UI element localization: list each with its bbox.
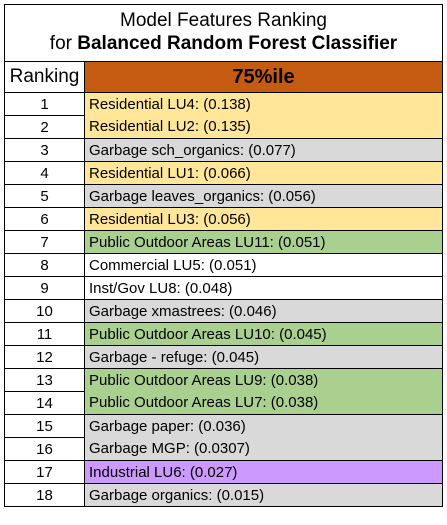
- feature-cell: Public Outdoor Areas LU11: (0.051): [84, 230, 443, 254]
- table-row: 10 Garbage xmastrees: (0.046): [4, 299, 443, 323]
- title-line-1: Model Features Ranking: [120, 10, 327, 31]
- table-row: 7 Public Outdoor Areas LU11: (0.051): [4, 230, 443, 254]
- rank-cell: 15: [4, 414, 85, 438]
- rank-cell: 14: [4, 391, 85, 415]
- feature-cell: Public Outdoor Areas LU9: (0.038): [84, 368, 443, 392]
- rank-cell: 5: [4, 184, 85, 208]
- rank-cell: 8: [4, 253, 85, 277]
- classifier-name: Balanced Random Forest Classifier: [77, 33, 398, 54]
- rank-cell: 2: [4, 115, 85, 139]
- rank-cell: 3: [4, 138, 85, 162]
- feature-cell: Public Outdoor Areas LU7: (0.038): [84, 391, 443, 415]
- rank-cell: 16: [4, 437, 85, 461]
- ranking-header: Ranking: [4, 61, 85, 93]
- title-line-2-prefix: for: [49, 33, 78, 54]
- table-row: 16 Garbage MGP: (0.0307): [4, 437, 443, 461]
- feature-cell: Garbage MGP: (0.0307): [84, 437, 443, 461]
- table-row: 1 Residential LU4: (0.138): [4, 92, 443, 116]
- table-row: 14 Public Outdoor Areas LU7: (0.038): [4, 391, 443, 415]
- rank-cell: 9: [4, 276, 85, 300]
- feature-cell: Garbage sch_organics: (0.077): [84, 138, 443, 162]
- rank-cell: 10: [4, 299, 85, 323]
- table-row: 6 Residential LU3: (0.056): [4, 207, 443, 231]
- feature-cell: Public Outdoor Areas LU10: (0.045): [84, 322, 443, 346]
- table-row: 3 Garbage sch_organics: (0.077): [4, 138, 443, 162]
- feature-cell: Commercial LU5: (0.051): [84, 253, 443, 277]
- feature-cell: Garbage paper: (0.036): [84, 414, 443, 438]
- rank-cell: 17: [4, 460, 85, 484]
- table-row: 17 Industrial LU6: (0.027): [4, 460, 443, 484]
- rank-cell: 4: [4, 161, 85, 185]
- feature-cell: Garbage leaves_organics: (0.056): [84, 184, 443, 208]
- rank-cell: 7: [4, 230, 85, 254]
- rank-cell: 12: [4, 345, 85, 369]
- feature-cell: Residential LU2: (0.135): [84, 115, 443, 139]
- table-row: 5 Garbage leaves_organics: (0.056): [4, 184, 443, 208]
- table-row: 2 Residential LU2: (0.135): [4, 115, 443, 139]
- feature-cell: Residential LU3: (0.056): [84, 207, 443, 231]
- rank-cell: 1: [4, 92, 85, 116]
- ranking-sheet: Model Features Ranking for Balanced Rand…: [4, 4, 443, 507]
- table-row: 12 Garbage - refuge: (0.045): [4, 345, 443, 369]
- rank-cell: 11: [4, 322, 85, 346]
- rank-cell: 18: [4, 483, 85, 507]
- table-row: 18 Garbage organics: (0.015): [4, 483, 443, 507]
- table-title: Model Features Ranking for Balanced Rand…: [4, 4, 443, 61]
- table-row: 15 Garbage paper: (0.036): [4, 414, 443, 438]
- feature-cell: Residential LU1: (0.066): [84, 161, 443, 185]
- feature-cell: Garbage xmastrees: (0.046): [84, 299, 443, 323]
- percentile-header: 75%ile: [84, 61, 443, 93]
- feature-cell: Inst/Gov LU8: (0.048): [84, 276, 443, 300]
- table-row: 4 Residential LU1: (0.066): [4, 161, 443, 185]
- rank-cell: 13: [4, 368, 85, 392]
- header-row: Ranking 75%ile: [4, 61, 443, 93]
- table-row: 8 Commercial LU5: (0.051): [4, 253, 443, 277]
- features-table: Ranking 75%ile 1 Residential LU4: (0.138)…: [4, 61, 443, 507]
- table-row: 11 Public Outdoor Areas LU10: (0.045): [4, 322, 443, 346]
- title-line-2: for Balanced Random Forest Classifier: [5, 32, 442, 56]
- feature-cell: Industrial LU6: (0.027): [84, 460, 443, 484]
- rank-cell: 6: [4, 207, 85, 231]
- table-body: 1 Residential LU4: (0.138) 2 Residential LU…: [4, 92, 443, 507]
- feature-cell: Residential LU4: (0.138): [84, 92, 443, 116]
- table-row: 9 Inst/Gov LU8: (0.048): [4, 276, 443, 300]
- feature-cell: Garbage organics: (0.015): [84, 483, 443, 507]
- table-row: 13 Public Outdoor Areas LU9: (0.038): [4, 368, 443, 392]
- feature-cell: Garbage - refuge: (0.045): [84, 345, 443, 369]
